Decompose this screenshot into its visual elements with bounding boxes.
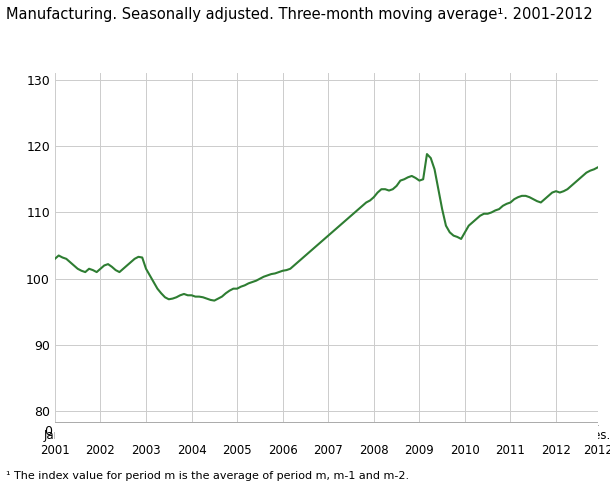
Text: Manufacturing. Seasonally adjusted. Three-month moving average¹. 2001-2012: Manufacturing. Seasonally adjusted. Thre…: [6, 7, 593, 22]
Text: 0: 0: [44, 426, 52, 438]
Text: ¹ The index value for period m is the average of period m, m-1 and m-2.: ¹ The index value for period m is the av…: [6, 471, 409, 481]
